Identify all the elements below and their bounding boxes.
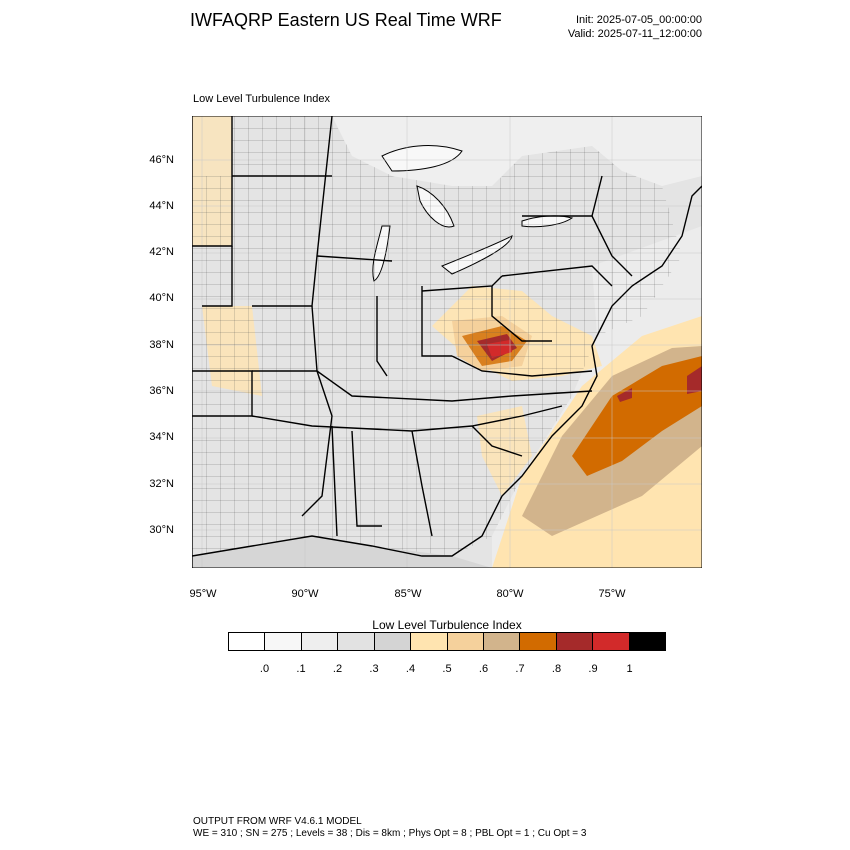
map-subtitle: Low Level Turbulence Index (193, 93, 330, 105)
county-lines (192, 116, 682, 556)
colorbar (228, 632, 666, 651)
colorbar-box (593, 633, 630, 650)
colorbar-box (520, 633, 557, 650)
colorbar-box (374, 633, 412, 650)
colorbar-label: .9 (588, 663, 598, 675)
lake-superior (381, 145, 463, 172)
colorbar-label: .2 (332, 663, 343, 675)
time-info: Init: 2025-07-05_00:00:00 Valid: 2025-07… (568, 13, 702, 41)
colorbar-label: .7 (515, 663, 525, 675)
colorbar-box (229, 633, 266, 650)
turbulence-map (192, 116, 702, 568)
colorbar-label: .6 (478, 663, 489, 675)
valid-time: Valid: 2025-07-11_12:00:00 (567, 28, 702, 40)
colorbar-label: .0 (259, 663, 270, 675)
colorbar-box (301, 633, 339, 650)
colorbar-box (447, 633, 484, 650)
colorbar-label: .1 (296, 663, 306, 675)
lon-label: 85°W (394, 588, 422, 600)
lat-label: 44°N (149, 200, 174, 212)
lat-label: 40°N (149, 292, 174, 304)
colorbar-box (265, 633, 302, 650)
lat-label: 32°N (149, 478, 174, 490)
colorbar-title: Low Level Turbulence Index (372, 618, 522, 632)
colorbar-box (338, 633, 375, 650)
lat-label: 34°N (149, 431, 174, 443)
plot-title: IWFAQRP Eastern US Real Time WRF (190, 10, 502, 30)
colorbar-box (556, 633, 594, 650)
map-canvas (192, 116, 702, 568)
footer-line-1: OUTPUT FROM WRF V4.6.1 MODEL (193, 816, 362, 827)
lat-label: 36°N (149, 385, 174, 397)
lat-label: 46°N (149, 154, 174, 166)
turb-09-ocean-b (617, 388, 632, 402)
colorbar-label: .3 (369, 663, 379, 675)
lat-label: 42°N (149, 246, 174, 258)
init-time: Init: 2025-07-05_00:00:00 (576, 14, 702, 26)
colorbar-box (629, 633, 666, 650)
colorbar-box (411, 633, 448, 650)
lat-label: 38°N (149, 339, 174, 351)
coastlines (192, 185, 702, 557)
turb-09-ocean (687, 366, 702, 394)
colorbar-label: .4 (405, 663, 416, 675)
turb-08-ocean (572, 356, 702, 476)
colorbar-label: 1 (626, 663, 633, 675)
lon-label: 80°W (496, 588, 524, 600)
lon-label: 90°W (291, 588, 319, 600)
colorbar-label: .8 (551, 663, 562, 675)
model-footer: OUTPUT FROM WRF V4.6.1 MODEL WE = 310 ; … (193, 816, 586, 840)
lat-label: 30°N (149, 524, 174, 536)
lon-label: 75°W (598, 588, 626, 600)
colorbar-box (483, 633, 521, 650)
state-borders (192, 116, 633, 568)
lon-label: 95°W (189, 588, 217, 600)
colorbar-label: .5 (442, 663, 452, 675)
footer-line-2: WE = 310 ; SN = 275 ; Levels = 38 ; Dis … (193, 828, 587, 839)
